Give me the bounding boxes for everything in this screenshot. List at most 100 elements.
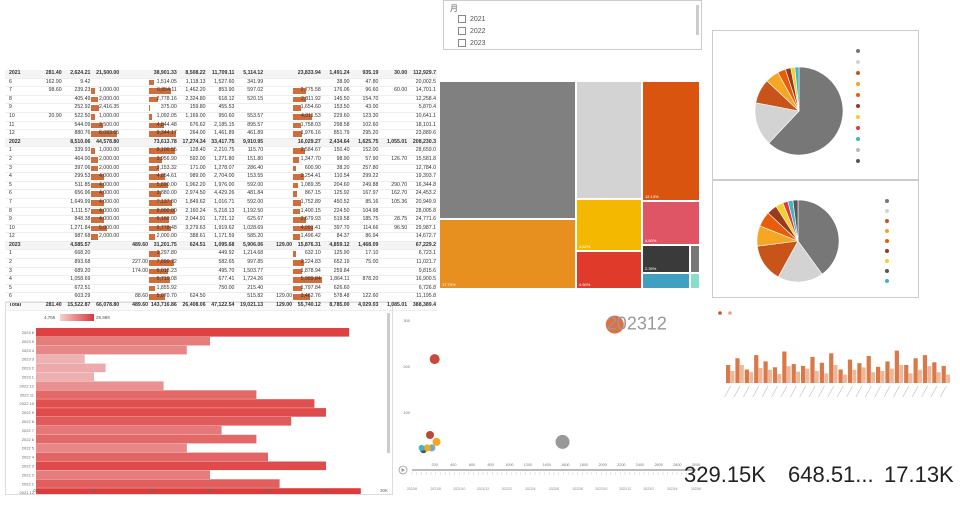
column-bar[interactable] xyxy=(885,361,890,383)
slicer-option[interactable]: 2022 xyxy=(444,26,701,38)
pie-slice[interactable] xyxy=(792,199,799,242)
bar[interactable] xyxy=(36,328,350,337)
bar[interactable] xyxy=(36,443,187,453)
column-bar[interactable] xyxy=(941,365,946,383)
legend-marker[interactable] xyxy=(856,104,860,108)
bar[interactable] xyxy=(36,417,292,426)
matrix-row[interactable]: 10 1,271.84 5,000.00 6,778.48 3,279.63 1,919.… xyxy=(5,224,437,234)
column-bar[interactable] xyxy=(763,361,768,383)
column-bar[interactable] xyxy=(744,369,749,384)
bar[interactable] xyxy=(36,381,164,390)
column-bar[interactable] xyxy=(913,358,918,383)
bar[interactable] xyxy=(36,488,361,497)
column-bar[interactable] xyxy=(768,369,772,383)
column-bar[interactable] xyxy=(899,365,904,383)
bar[interactable] xyxy=(36,390,257,399)
column-bar[interactable] xyxy=(796,371,801,383)
column-bar[interactable] xyxy=(889,368,894,383)
column-bar[interactable] xyxy=(861,367,866,383)
matrix-row[interactable]: 7 98.60 239.23 1,000.00 6,854.11 1,462.20 853.… xyxy=(5,86,437,96)
bar[interactable] xyxy=(36,452,268,462)
column-bar[interactable] xyxy=(876,366,881,383)
legend-marker[interactable] xyxy=(885,239,889,243)
column-bar[interactable] xyxy=(847,359,853,383)
bar[interactable] xyxy=(36,425,222,435)
matrix-row[interactable]: 1 339.93 1,000.00 8,100.55 128.40 2,210.75 115… xyxy=(5,146,437,156)
checkbox[interactable] xyxy=(458,27,466,36)
column-bar[interactable] xyxy=(819,362,824,383)
matrix-row[interactable]: 5 511.85 4,000.00 5,890.00 1,962.20 1,976.00 5… xyxy=(5,181,437,191)
matrix-row[interactable]: 6 162.90 9.42 1,514.05 1,118.13 1,527.60 341.9… xyxy=(5,78,437,88)
matrix-row[interactable]: 5 672.51 1,855.92 750.00 215.40 1,797.84 626.6… xyxy=(5,284,437,294)
bar[interactable] xyxy=(36,408,326,417)
column-bar[interactable] xyxy=(726,365,731,383)
matrix-row[interactable]: 2023 4,585.57 489.60 31,201.75 624.51 1,095.6… xyxy=(5,241,437,251)
legend-marker[interactable] xyxy=(856,93,860,97)
column-bar[interactable] xyxy=(730,371,735,383)
legend-marker[interactable] xyxy=(856,49,860,53)
pie-slice[interactable] xyxy=(794,66,800,112)
column-bar[interactable] xyxy=(814,371,819,383)
scatter-point[interactable] xyxy=(555,434,570,449)
column-bar[interactable] xyxy=(866,356,871,383)
matrix-row[interactable]: 3 689.20 174.00 6,018.23 495.70 1,503.77 1,878… xyxy=(5,267,437,277)
scatter-point[interactable] xyxy=(423,444,431,452)
treemap-tile[interactable] xyxy=(643,82,699,200)
scatter-point[interactable] xyxy=(426,431,434,439)
matrix-row[interactable]: 2 464.00 2,000.00 3,956.90 592.00 1,271.80 151… xyxy=(5,155,437,165)
play-button[interactable] xyxy=(398,465,408,475)
column-bar[interactable] xyxy=(777,374,782,383)
column-bar[interactable] xyxy=(782,351,787,384)
slicer-option[interactable]: 2023 xyxy=(444,38,701,50)
column-bar[interactable] xyxy=(838,369,843,384)
matrix-row[interactable]: 9 848.38 4,000.00 6,160.00 2,044.91 1,721.12 6… xyxy=(5,215,437,225)
slicer-scrollbar[interactable] xyxy=(696,5,699,35)
bar[interactable] xyxy=(36,470,210,479)
treemap-tile[interactable] xyxy=(577,82,641,198)
pie-slice[interactable] xyxy=(777,240,823,283)
column-bar[interactable] xyxy=(824,373,829,383)
column-bar[interactable] xyxy=(927,366,932,383)
treemap-tile[interactable] xyxy=(691,246,699,272)
treemap-tile[interactable] xyxy=(643,274,689,288)
year-slicer[interactable]: 月 2021 2022 2023 xyxy=(443,0,702,50)
bar[interactable] xyxy=(36,461,326,471)
treemap-tile[interactable] xyxy=(440,220,575,288)
column-bar[interactable] xyxy=(904,365,909,383)
pie-slice[interactable] xyxy=(754,102,800,144)
column-bar[interactable] xyxy=(786,366,791,383)
legend-marker[interactable] xyxy=(856,115,860,119)
scrollbar[interactable] xyxy=(387,313,390,453)
column-bar[interactable] xyxy=(833,365,838,383)
matrix-row[interactable]: 9 252.92 2,416.35 375.00 159.80 455.53 1,654.6… xyxy=(5,103,437,113)
matrix-row[interactable]: 8 405.49 2,000.00 2,778.16 2,324.80 618.12 520… xyxy=(5,95,437,105)
column-bar[interactable] xyxy=(749,372,754,383)
column-bar[interactable] xyxy=(758,368,763,383)
legend-marker[interactable] xyxy=(885,229,889,233)
column-bar[interactable] xyxy=(805,368,810,383)
scatter-point[interactable] xyxy=(429,354,440,365)
matrix-row[interactable]: 4 299.53 4,000.00 4,854.61 989.00 2,704.00 153… xyxy=(5,172,437,182)
bar[interactable] xyxy=(36,372,94,382)
column-bar[interactable] xyxy=(936,372,941,383)
matrix-row[interactable]: 2022 8,510.06 44,578.80 73,613.78 17,274.34 3… xyxy=(5,138,437,148)
checkbox[interactable] xyxy=(458,15,466,24)
column-bar[interactable] xyxy=(932,362,937,383)
treemap-tile[interactable] xyxy=(577,200,641,250)
pie-slice[interactable] xyxy=(768,66,844,156)
legend-marker[interactable] xyxy=(885,259,889,263)
legend-marker[interactable] xyxy=(856,126,860,130)
matrix-row[interactable]: 6 603.29 88.60 5,070.70 624.50 515.82 129.00 3,… xyxy=(5,292,437,303)
treemap-tile[interactable] xyxy=(643,246,689,272)
column-bar[interactable] xyxy=(852,369,857,383)
pie-slice[interactable] xyxy=(797,199,840,275)
legend-marker[interactable] xyxy=(885,249,889,253)
treemap-tile[interactable] xyxy=(643,202,699,244)
bar[interactable] xyxy=(36,399,315,408)
bar[interactable] xyxy=(36,354,85,364)
treemap-tile[interactable] xyxy=(691,274,699,288)
matrix-row[interactable]: 11 544.09 3,500.00 4,844.48 676.62 2,185.15 89… xyxy=(5,121,437,131)
column-bar[interactable] xyxy=(843,374,847,383)
matrix-row[interactable]: 12 987.68 2,000.00 2,000.00 388.61 1,171.59 58… xyxy=(5,232,437,242)
matrix-row[interactable]: 12 880.76 8,083.65 8,344.17 264.00 1,461.89 46… xyxy=(5,129,437,139)
